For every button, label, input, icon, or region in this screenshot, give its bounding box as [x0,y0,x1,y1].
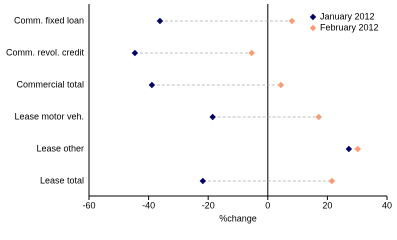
y-tick-label: Commercial total [16,79,84,89]
legend-label: February 2012 [320,22,379,32]
dot [248,49,255,57]
x-tick-label: -60 [82,200,95,210]
dot [277,81,285,89]
legend-label: January 2012 [320,11,375,21]
dot [315,113,322,121]
dot [288,17,296,25]
dot [148,81,156,89]
legend-marker [309,13,317,21]
chart: %change -60 -40 -20 0 20 40 Comm. fixed loan Co… [6,4,392,223]
x-tick-label: 0 [265,200,270,210]
y-tick-label: Comm. fixed loan [14,15,84,25]
x-tick-label: 40 [382,200,392,210]
x-tick-label: 20 [322,200,332,210]
x-axis-label: %change [219,213,257,223]
x-tick-label: -20 [202,200,215,210]
y-tick-label: Lease total [40,175,84,185]
dot [345,145,353,153]
dot [328,177,336,185]
dot [131,49,139,57]
y-tick-label: Lease other [36,143,84,153]
y-tick-label: Comm. revol. credit [6,47,85,57]
legend-marker [309,24,317,32]
x-tick-label: -40 [142,200,155,210]
dot [354,145,361,153]
dot [156,17,164,25]
y-tick-label: Lease motor veh. [14,111,84,121]
dot [209,113,216,121]
dot [199,177,207,185]
